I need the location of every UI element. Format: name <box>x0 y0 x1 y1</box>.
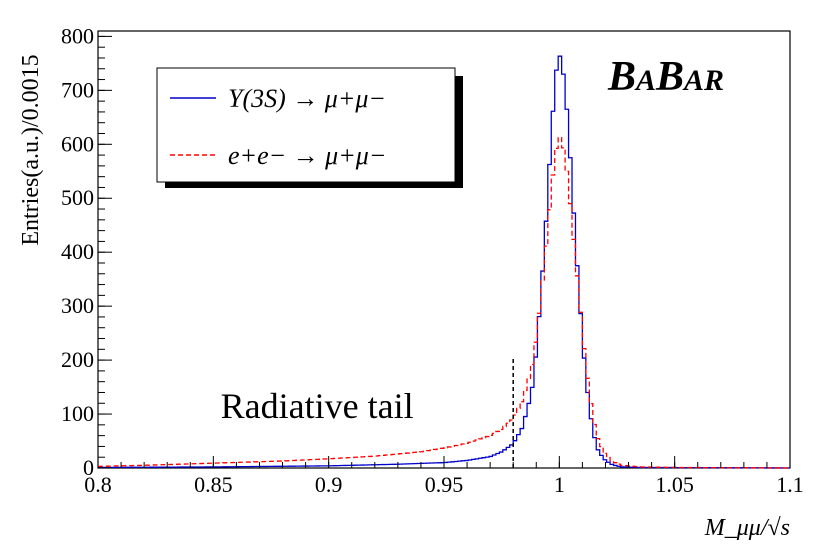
series-ee-mumu <box>98 136 790 469</box>
radiative-tail-annotation: Radiative tail <box>221 386 414 426</box>
x-tick-label: 1.1 <box>776 472 804 497</box>
legend-label-ee: e+e− → μ+μ− <box>228 141 386 170</box>
legend-box <box>156 67 456 183</box>
y-axis-title: Entries(a.u.)/0.0015 <box>18 54 44 245</box>
x-tick-label: 0.8 <box>84 472 112 497</box>
logo-part-3: B <box>655 54 684 100</box>
x-tick-label: 1 <box>554 472 565 497</box>
x-tick-label: 0.85 <box>194 472 233 497</box>
x-tick-label: 0.95 <box>425 472 464 497</box>
babar-logo: BABAR <box>607 54 724 100</box>
x-tick-label: 1.05 <box>655 472 694 497</box>
y-tick-label: 0 <box>83 455 94 480</box>
legend: Υ(3S) → μ+μ− e+e− → μ+μ− <box>156 67 463 188</box>
x-axis-title: M_μμ/√s <box>704 515 790 541</box>
y-tick-label: 500 <box>61 185 94 210</box>
x-tick-label: 0.9 <box>315 472 343 497</box>
y-tick-label: 800 <box>61 23 94 48</box>
y-tick-label: 200 <box>61 347 94 372</box>
y-tick-label: 400 <box>61 239 94 264</box>
tick-layer: 0.8 0.85 0.9 0.95 1 1.05 1.1 0 100 200 300 400 500 60… <box>61 23 804 497</box>
logo-part-4: AR <box>682 64 724 97</box>
y-tick-label: 100 <box>61 401 94 426</box>
legend-label-upsilon: Υ(3S) → μ+μ− <box>228 84 386 113</box>
logo-part-2: A <box>634 64 656 97</box>
logo-part-1: B <box>607 54 636 100</box>
y-tick-label: 600 <box>61 131 94 156</box>
y-tick-label: 700 <box>61 77 94 102</box>
y-tick-label: 300 <box>61 293 94 318</box>
